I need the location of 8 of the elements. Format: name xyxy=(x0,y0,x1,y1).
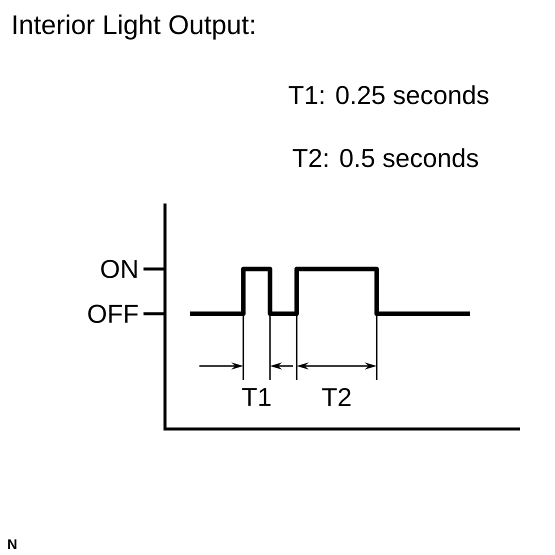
annotation: T2 xyxy=(322,388,350,406)
chart-title: Interior Light Output: xyxy=(14,14,254,40)
text: T2: 0.5 seconds xyxy=(292,148,478,168)
text: OFF xyxy=(88,304,138,323)
annotation: T1 xyxy=(242,388,271,406)
text: ON xyxy=(101,260,137,278)
text: T1: 0.25 seconds xyxy=(288,85,488,104)
text: N xyxy=(8,539,16,549)
